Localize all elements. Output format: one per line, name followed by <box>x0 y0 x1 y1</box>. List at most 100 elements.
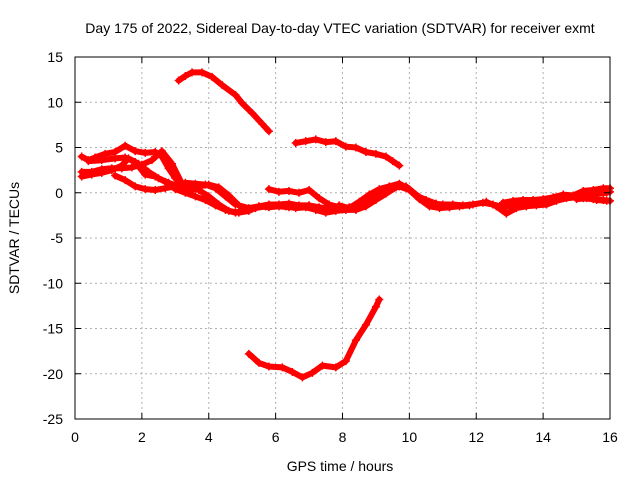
data-point <box>388 157 397 166</box>
data-point <box>549 193 558 202</box>
data-point <box>167 159 176 168</box>
data-point <box>258 119 267 128</box>
x-tick-label: 6 <box>272 429 280 445</box>
data-point <box>301 203 310 212</box>
data-point <box>341 205 350 214</box>
data-point <box>171 182 180 191</box>
x-tick-label: 10 <box>402 429 418 445</box>
data-point <box>351 205 360 214</box>
y-tick-label: -15 <box>43 321 63 337</box>
data-point <box>231 91 240 100</box>
data-point <box>87 170 96 179</box>
data-point <box>211 201 220 210</box>
data-point <box>341 357 350 366</box>
data-point <box>381 152 390 161</box>
data-point <box>448 200 457 209</box>
y-tick-label: -5 <box>51 230 64 246</box>
data-point <box>231 208 240 217</box>
data-point <box>274 187 283 196</box>
x-tick-label: 8 <box>339 429 347 445</box>
data-point <box>321 208 330 217</box>
y-tick-label: 10 <box>47 94 63 110</box>
data-point <box>264 127 273 136</box>
data-point <box>218 81 227 90</box>
series-track-e <box>111 171 240 209</box>
data-point <box>191 192 200 201</box>
data-point <box>412 191 421 200</box>
data-point <box>482 197 491 206</box>
data-point <box>308 368 317 377</box>
data-point <box>295 188 304 197</box>
data-point <box>151 186 160 195</box>
data-point <box>291 204 300 213</box>
data-point <box>321 138 330 147</box>
data-point <box>231 200 240 209</box>
tick-layer: 0 2 4 6 8 10 12 14 16 -25 -20 -15 -10 -5 0 5 10 15 <box>43 49 618 445</box>
data-point <box>141 148 150 157</box>
data-point <box>371 149 380 158</box>
data-point <box>97 168 106 177</box>
x-axis-label: GPS time / hours <box>287 458 394 474</box>
data-point <box>241 205 250 214</box>
data-point <box>402 182 411 191</box>
data-point <box>395 161 404 170</box>
data-point <box>381 189 390 198</box>
data-point <box>351 336 360 345</box>
data-point <box>532 201 541 210</box>
data-point <box>288 367 297 376</box>
data-point <box>191 179 200 188</box>
data-point <box>251 204 260 213</box>
series-track-f <box>264 185 344 212</box>
data-point <box>208 72 217 81</box>
data-point <box>572 195 581 204</box>
data-point <box>539 195 548 204</box>
data-point <box>157 147 166 156</box>
data-point <box>331 363 340 372</box>
grid <box>75 57 610 419</box>
data-point <box>602 196 611 205</box>
y-tick-label: 0 <box>55 185 63 201</box>
x-tick-label: 14 <box>535 429 551 445</box>
data-point <box>121 153 130 162</box>
y-tick-label: -20 <box>43 366 63 382</box>
data-point <box>131 157 140 166</box>
data-point <box>151 172 160 181</box>
data-point <box>371 302 380 311</box>
data-point <box>188 68 197 77</box>
y-tick-label: 5 <box>55 140 63 156</box>
data-point <box>141 185 150 194</box>
data-point <box>582 194 591 203</box>
data-point <box>181 178 190 187</box>
data-point <box>77 172 86 181</box>
data-point <box>318 361 327 370</box>
data-point <box>281 202 290 211</box>
data-point <box>458 201 467 210</box>
data-point <box>502 209 511 218</box>
data-point <box>315 194 324 203</box>
series-track-low <box>244 295 384 382</box>
data-point <box>285 186 293 195</box>
series-track-a <box>77 141 197 195</box>
data-point <box>361 320 370 329</box>
series-track-j <box>572 194 611 205</box>
data-point <box>331 137 340 146</box>
data-point <box>351 143 360 152</box>
data-point <box>301 137 310 146</box>
data-point <box>592 195 601 204</box>
data-point <box>492 202 501 211</box>
data-point <box>341 142 350 151</box>
data-point <box>248 109 257 118</box>
data-point <box>221 192 230 201</box>
data-point <box>161 184 170 193</box>
data-point <box>117 161 126 170</box>
data-point <box>147 156 156 165</box>
data-point <box>97 156 106 165</box>
data-point <box>141 170 150 179</box>
x-tick-label: 12 <box>468 429 484 445</box>
data-point <box>84 157 93 166</box>
data-point <box>512 204 521 213</box>
series-track-d <box>84 153 441 217</box>
data-point <box>589 186 598 195</box>
y-tick-label: -25 <box>43 411 63 427</box>
